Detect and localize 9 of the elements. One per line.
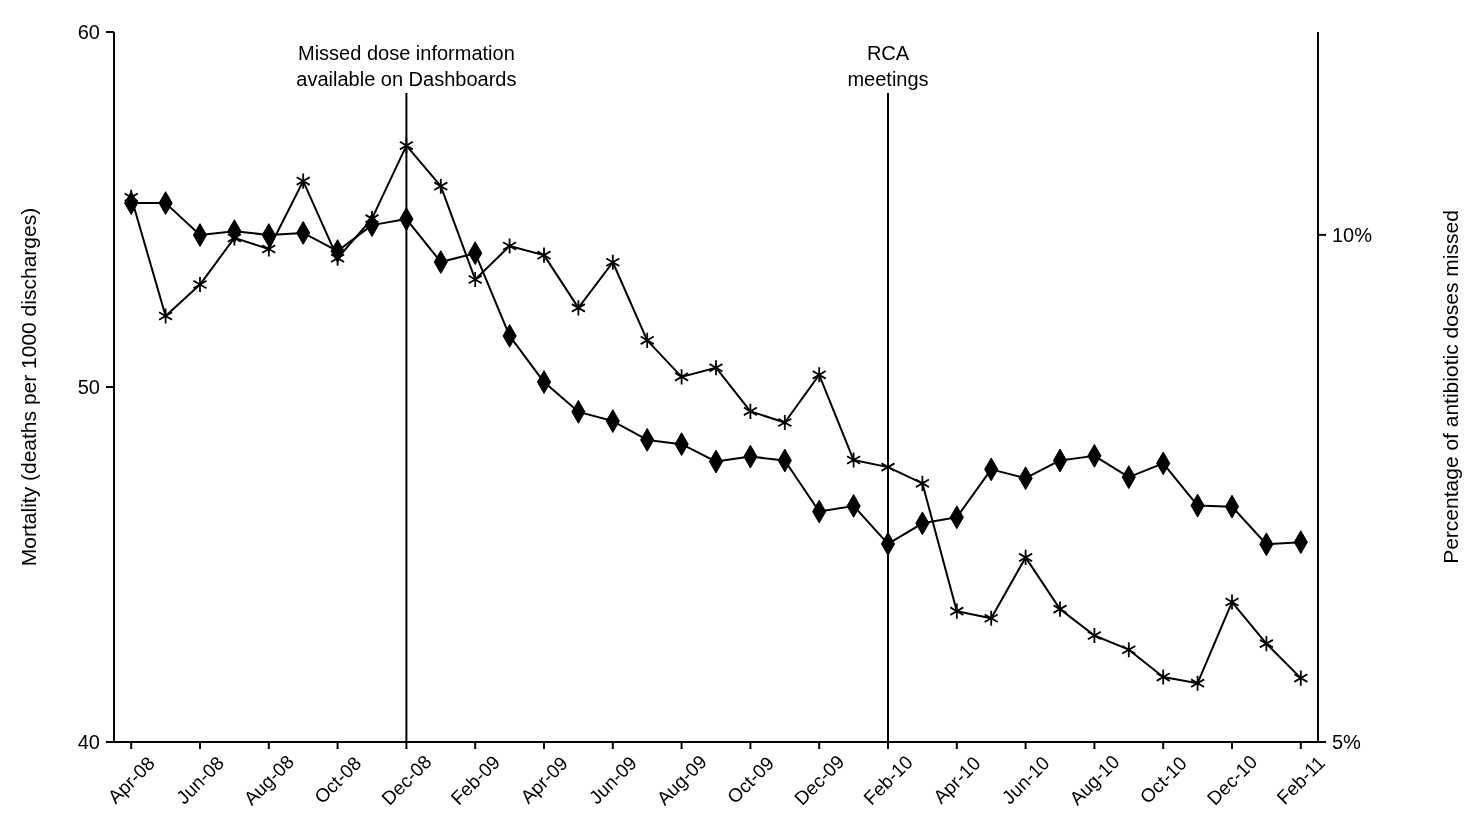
y-tick-label: 40 — [77, 731, 100, 753]
ref-line-label: RCA meetings — [847, 42, 929, 90]
ref-line-label: Missed dose information available on Dashboards — [296, 42, 517, 90]
y2-tick-label: 10% — [1332, 223, 1373, 246]
y2-tick-label: 5% — [1332, 731, 1362, 753]
y-tick-label: 50 — [77, 376, 100, 398]
y-axis-title: Mortality (deaths per 1000 discharges) — [17, 207, 40, 567]
y-tick-label: 60 — [77, 21, 100, 43]
y2-axis-title: Percentage of antibiotic doses missed — [1439, 210, 1462, 564]
